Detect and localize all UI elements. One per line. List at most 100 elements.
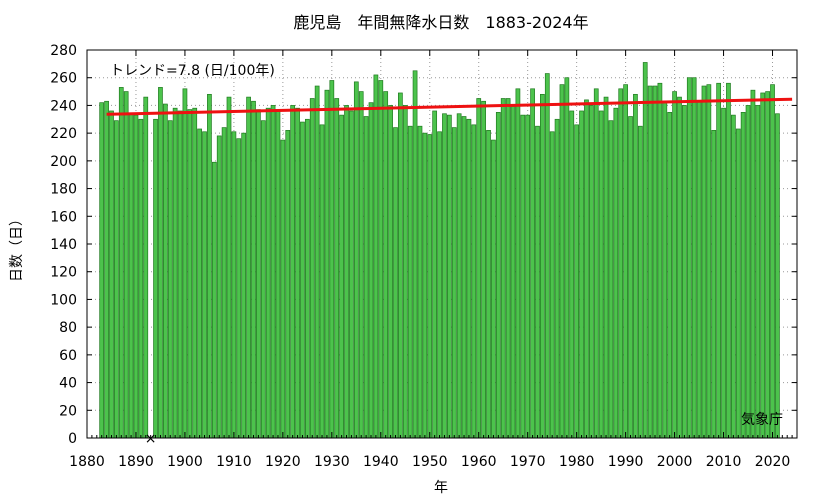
bar-1931 xyxy=(334,98,340,439)
bar-1988 xyxy=(613,107,619,439)
bar-1980 xyxy=(574,124,580,439)
bar-1897 xyxy=(167,120,173,439)
bar-1948 xyxy=(417,125,423,439)
bar-1974 xyxy=(544,73,550,439)
bar-1930 xyxy=(329,80,335,439)
bar-1905 xyxy=(207,93,212,439)
bar-1908 xyxy=(221,127,227,439)
bar-1896 xyxy=(162,103,168,439)
bar-1964 xyxy=(495,112,501,439)
bar-1935 xyxy=(353,81,359,439)
bar-1954 xyxy=(446,114,452,439)
bar-1959 xyxy=(471,124,477,439)
bar-1894 xyxy=(153,118,158,439)
bar-1987 xyxy=(608,120,614,439)
bar-1953 xyxy=(442,113,447,439)
x-tick-label: 1950 xyxy=(412,454,448,470)
bar-1998 xyxy=(662,102,668,439)
x-tick-labels: 1880 1890 1900 1910 1920 1930 1940 1950 1960 1970… xyxy=(69,454,790,470)
bar-2021 xyxy=(775,113,780,439)
y-tick-label: 200 xyxy=(50,154,77,170)
bar-1929 xyxy=(324,89,330,439)
bar-2002 xyxy=(682,105,687,439)
bar-1919 xyxy=(275,109,281,439)
bar-1918 xyxy=(270,105,276,439)
y-tick-label: 20 xyxy=(59,403,77,419)
bar-1992 xyxy=(633,93,638,439)
bar-1884 xyxy=(104,100,109,439)
x-tick-label: 2020 xyxy=(755,454,791,470)
bar-1973 xyxy=(540,93,545,439)
x-tick-label: 1910 xyxy=(216,454,252,470)
bar-2015 xyxy=(745,105,751,439)
bar-1963 xyxy=(491,139,496,439)
y-tick-label: 240 xyxy=(50,98,77,114)
bar-1927 xyxy=(314,85,320,439)
bar-1952 xyxy=(437,131,442,439)
y-axis-label: 日数（日） xyxy=(9,212,25,282)
bar-1940 xyxy=(378,80,384,439)
bar-2014 xyxy=(740,112,746,439)
bar-1910 xyxy=(231,131,237,439)
bar-1913 xyxy=(246,96,251,439)
bar-1994 xyxy=(642,62,648,439)
y-tick-label: 100 xyxy=(50,292,77,308)
bar-1900 xyxy=(182,88,188,439)
bar-1986 xyxy=(603,96,609,439)
bar-2005 xyxy=(696,100,702,439)
bar-1912 xyxy=(241,132,247,439)
bar-1933 xyxy=(344,105,349,439)
bar-2018 xyxy=(760,92,766,439)
bar-2010 xyxy=(721,107,726,439)
bar-2008 xyxy=(711,130,717,439)
bar-1938 xyxy=(368,102,374,439)
bar-1950 xyxy=(427,134,433,439)
bar-1911 xyxy=(236,138,242,439)
bar-1891 xyxy=(138,118,144,439)
bar-1978 xyxy=(564,77,570,439)
bar-1966 xyxy=(505,98,511,439)
x-tick-label: 1930 xyxy=(314,454,350,470)
y-tick-label: 220 xyxy=(50,126,77,142)
bar-1922 xyxy=(290,105,296,439)
bar-1907 xyxy=(216,135,222,439)
bar-1993 xyxy=(637,125,643,439)
bar-1977 xyxy=(559,84,565,439)
bar-1996 xyxy=(652,85,658,439)
bar-2019 xyxy=(765,91,770,439)
bar-1971 xyxy=(530,88,535,439)
bar-1942 xyxy=(388,105,393,439)
bar-1979 xyxy=(569,110,575,439)
bar-1960 xyxy=(476,98,482,439)
bar-1883 xyxy=(99,102,105,439)
bar-1888 xyxy=(123,91,129,439)
x-tick-label: 2000 xyxy=(657,454,693,470)
bar-1975 xyxy=(549,131,555,439)
x-tick-label: 1940 xyxy=(363,454,399,470)
bar-1957 xyxy=(461,116,467,439)
chart-title: 鹿児島 年間無降水日数 1883-2024年 xyxy=(293,13,588,32)
bar-1937 xyxy=(363,116,369,439)
credit-label: 気象庁 xyxy=(741,412,783,428)
bar-1904 xyxy=(202,131,207,439)
trend-label: トレンド=7.8 (日/100年) xyxy=(110,63,275,79)
bar-1999 xyxy=(667,112,673,439)
bars xyxy=(99,62,780,439)
x-axis-label: 年 xyxy=(434,480,448,496)
bar-2000 xyxy=(672,91,677,439)
missing-data-marker: × xyxy=(145,431,157,447)
y-tick-label: 80 xyxy=(59,320,77,336)
trend-line xyxy=(106,97,793,116)
bar-1990 xyxy=(623,84,628,439)
bar-2007 xyxy=(706,84,712,439)
bar-1944 xyxy=(398,92,403,439)
bar-1958 xyxy=(466,118,472,439)
x-tick-label: 1880 xyxy=(69,454,105,470)
bar-1965 xyxy=(500,98,506,439)
y-tick-label: 260 xyxy=(50,71,77,87)
bar-1924 xyxy=(300,121,305,439)
x-tick-label: 1990 xyxy=(608,454,644,470)
bar-1956 xyxy=(456,113,462,439)
bar-1949 xyxy=(422,132,428,439)
